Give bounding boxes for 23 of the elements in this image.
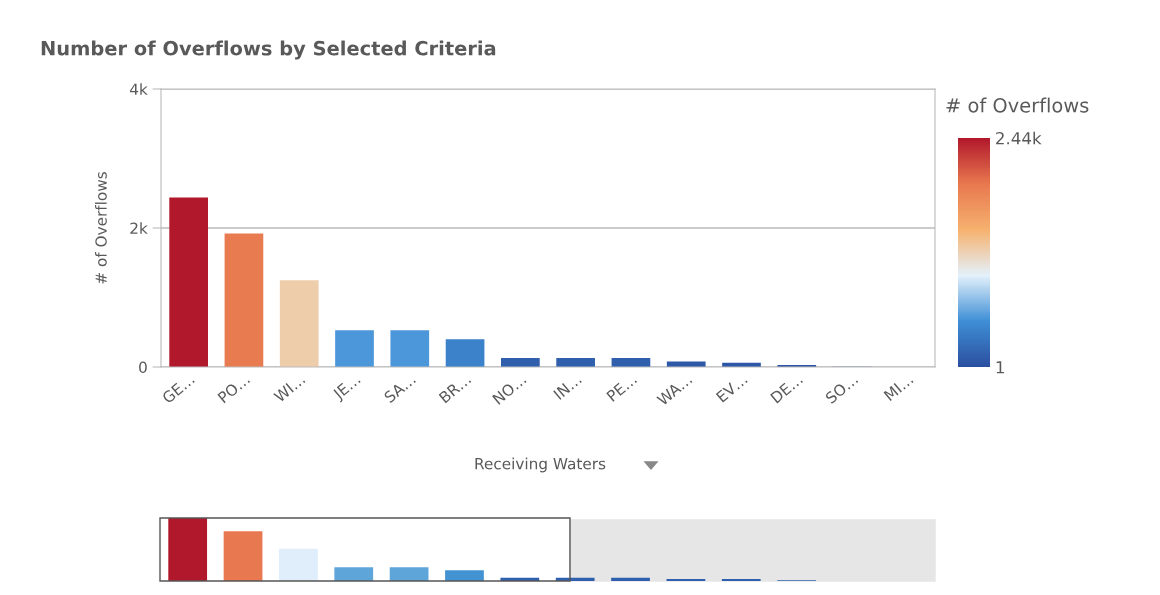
color-bar-label: 1 xyxy=(996,361,1004,374)
x-tick-label: WA… xyxy=(656,373,693,407)
x-tick-label: WI… xyxy=(273,373,306,403)
x-tick-label: SA… xyxy=(383,373,417,404)
x-tick-label: IN… xyxy=(553,373,582,400)
x-tick-label: NO… xyxy=(492,373,527,405)
y-tick-label: 2k xyxy=(130,222,148,234)
x-tick-label: MI… xyxy=(883,373,914,401)
color-bar-label: 2.44k xyxy=(996,131,1042,145)
y-tick-label: 4k xyxy=(129,83,148,95)
x-tick-label: BR… xyxy=(438,373,472,404)
x-axis-title: Receiving Waters xyxy=(475,457,606,473)
color-bar-title: # of Overflows xyxy=(946,97,1089,113)
y-axis-title: # of Overflows xyxy=(95,172,107,284)
x-tick-label: PE… xyxy=(606,373,638,402)
x-tick-label: EV… xyxy=(715,373,748,403)
x-tick-label: PO… xyxy=(217,373,251,404)
x-tick-label: SO… xyxy=(824,373,859,405)
x-tick-label: JE… xyxy=(331,373,363,403)
y-tick-label: 0 xyxy=(139,361,147,374)
chart-title: Number of Overflows by Selected Criteria xyxy=(41,40,496,60)
x-tick-label: DE… xyxy=(770,373,803,404)
x-tick-label: GE… xyxy=(161,373,195,404)
